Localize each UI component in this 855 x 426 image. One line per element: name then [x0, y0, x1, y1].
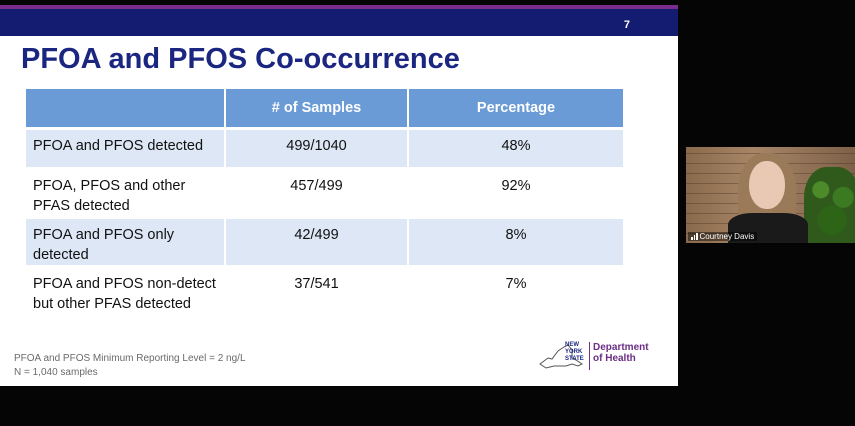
- plant-image: [804, 167, 855, 243]
- presentation-slide: 7 PFOA and PFOS Co-occurrence # of Sampl…: [0, 5, 678, 386]
- row-percentage: 92%: [407, 167, 623, 218]
- header-label: [26, 89, 225, 130]
- table-row: PFOA and PFOS detected 499/1040 48%: [26, 127, 623, 169]
- slide-accent-bar: [0, 5, 678, 9]
- row-percentage: 8%: [407, 216, 623, 267]
- footnote-sample-count: N = 1,040 samples: [14, 367, 98, 378]
- co-occurrence-table: # of Samples Percentage PFOA and PFOS de…: [26, 89, 623, 335]
- participant-face: [749, 161, 785, 209]
- row-samples: 37/541: [224, 265, 408, 335]
- table-row: PFOA, PFOS and other PFAS detected 457/4…: [26, 167, 623, 218]
- row-label: PFOA and PFOS only detected: [26, 216, 225, 267]
- participant-body: [728, 213, 808, 243]
- row-label: PFOA and PFOS non-detect but other PFAS …: [26, 265, 225, 335]
- logo-department-text: Department of Health: [593, 342, 649, 364]
- participant-name: Courtney Davis: [699, 232, 755, 241]
- row-samples: 457/499: [224, 167, 408, 218]
- table-row: PFOA and PFOS non-detect but other PFAS …: [26, 265, 623, 335]
- row-samples: 499/1040: [224, 127, 408, 169]
- row-label: PFOA, PFOS and other PFAS detected: [26, 167, 225, 218]
- signal-strength-icon: [691, 233, 698, 240]
- new-york-state-icon: [539, 344, 583, 369]
- logo-divider: [589, 342, 590, 370]
- slide-header-bar: 7: [0, 9, 678, 36]
- row-samples: 42/499: [224, 216, 408, 267]
- logo-state-text: NEW YORK STATE: [565, 342, 584, 362]
- footnote-mrl: PFOA and PFOS Minimum Reporting Level = …: [14, 353, 246, 364]
- header-samples: # of Samples: [224, 89, 408, 130]
- row-percentage: 7%: [407, 265, 623, 335]
- table-header-row: # of Samples Percentage: [26, 89, 623, 130]
- participant-video-tile[interactable]: Courtney Davis: [686, 147, 855, 243]
- participant-name-tag: Courtney Davis: [688, 232, 758, 241]
- table-row: PFOA and PFOS only detected 42/499 8%: [26, 216, 623, 267]
- row-percentage: 48%: [407, 127, 623, 169]
- row-label: PFOA and PFOS detected: [26, 127, 225, 169]
- nys-doh-logo: NEW YORK STATE Department of Health: [538, 340, 658, 374]
- header-percentage: Percentage: [407, 89, 623, 130]
- slide-number: 7: [623, 19, 630, 31]
- slide-title: PFOA and PFOS Co-occurrence: [21, 43, 460, 75]
